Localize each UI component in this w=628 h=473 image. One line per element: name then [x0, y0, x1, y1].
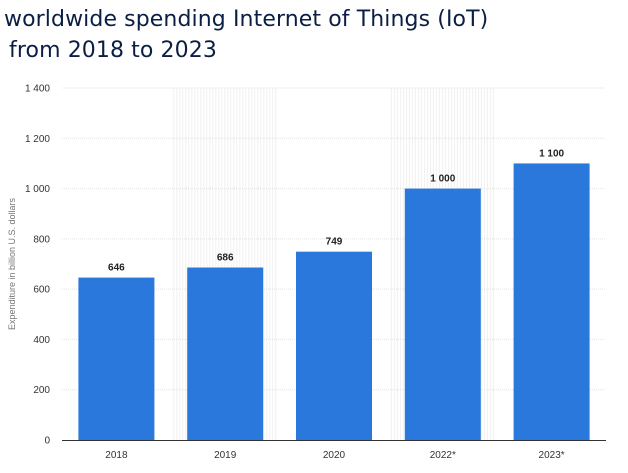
bar — [296, 251, 372, 440]
x-tick-label: 2018 — [105, 450, 128, 461]
bar — [187, 267, 264, 440]
y-axis-label: Expenditure in billion U.S. dollars — [7, 197, 17, 330]
bar — [404, 188, 481, 440]
bar-value-label: 749 — [326, 237, 343, 248]
chart-title-line-1: worldwide spending Internet of Things (I… — [4, 7, 489, 32]
bar-value-label: 646 — [108, 263, 125, 274]
axes: 0 200 400 600 800 1 000 1 200 1 400 2018 2019 2020… — [25, 84, 606, 461]
bar — [513, 163, 590, 440]
bar-value-label: 686 — [217, 253, 234, 264]
bars — [78, 163, 590, 440]
chart-title-line-2: from 2018 to 2023 — [9, 38, 217, 63]
x-tick-label: 2022* — [430, 450, 456, 461]
x-tick-label: 2020 — [323, 450, 346, 461]
y-tick-label: 1 000 — [25, 184, 50, 195]
chart-title: worldwide spending Internet of Things (I… — [4, 4, 624, 66]
y-tick-label: 200 — [33, 385, 50, 396]
y-tick-label: 600 — [33, 285, 50, 296]
bar — [78, 277, 155, 440]
data-labels: 646 686 749 1 000 1 100 — [108, 148, 564, 273]
bar-value-label: 1 000 — [430, 174, 455, 185]
x-tick-label: 2023* — [539, 450, 565, 461]
x-tick-label: 2019 — [214, 450, 237, 461]
y-tick-label: 800 — [33, 234, 50, 245]
bar-value-label: 1 100 — [539, 148, 564, 159]
y-tick-label: 400 — [33, 335, 50, 346]
y-tick-label: 1 200 — [25, 134, 50, 145]
y-tick-label: 0 — [44, 436, 50, 447]
y-tick-label: 1 400 — [25, 84, 50, 95]
